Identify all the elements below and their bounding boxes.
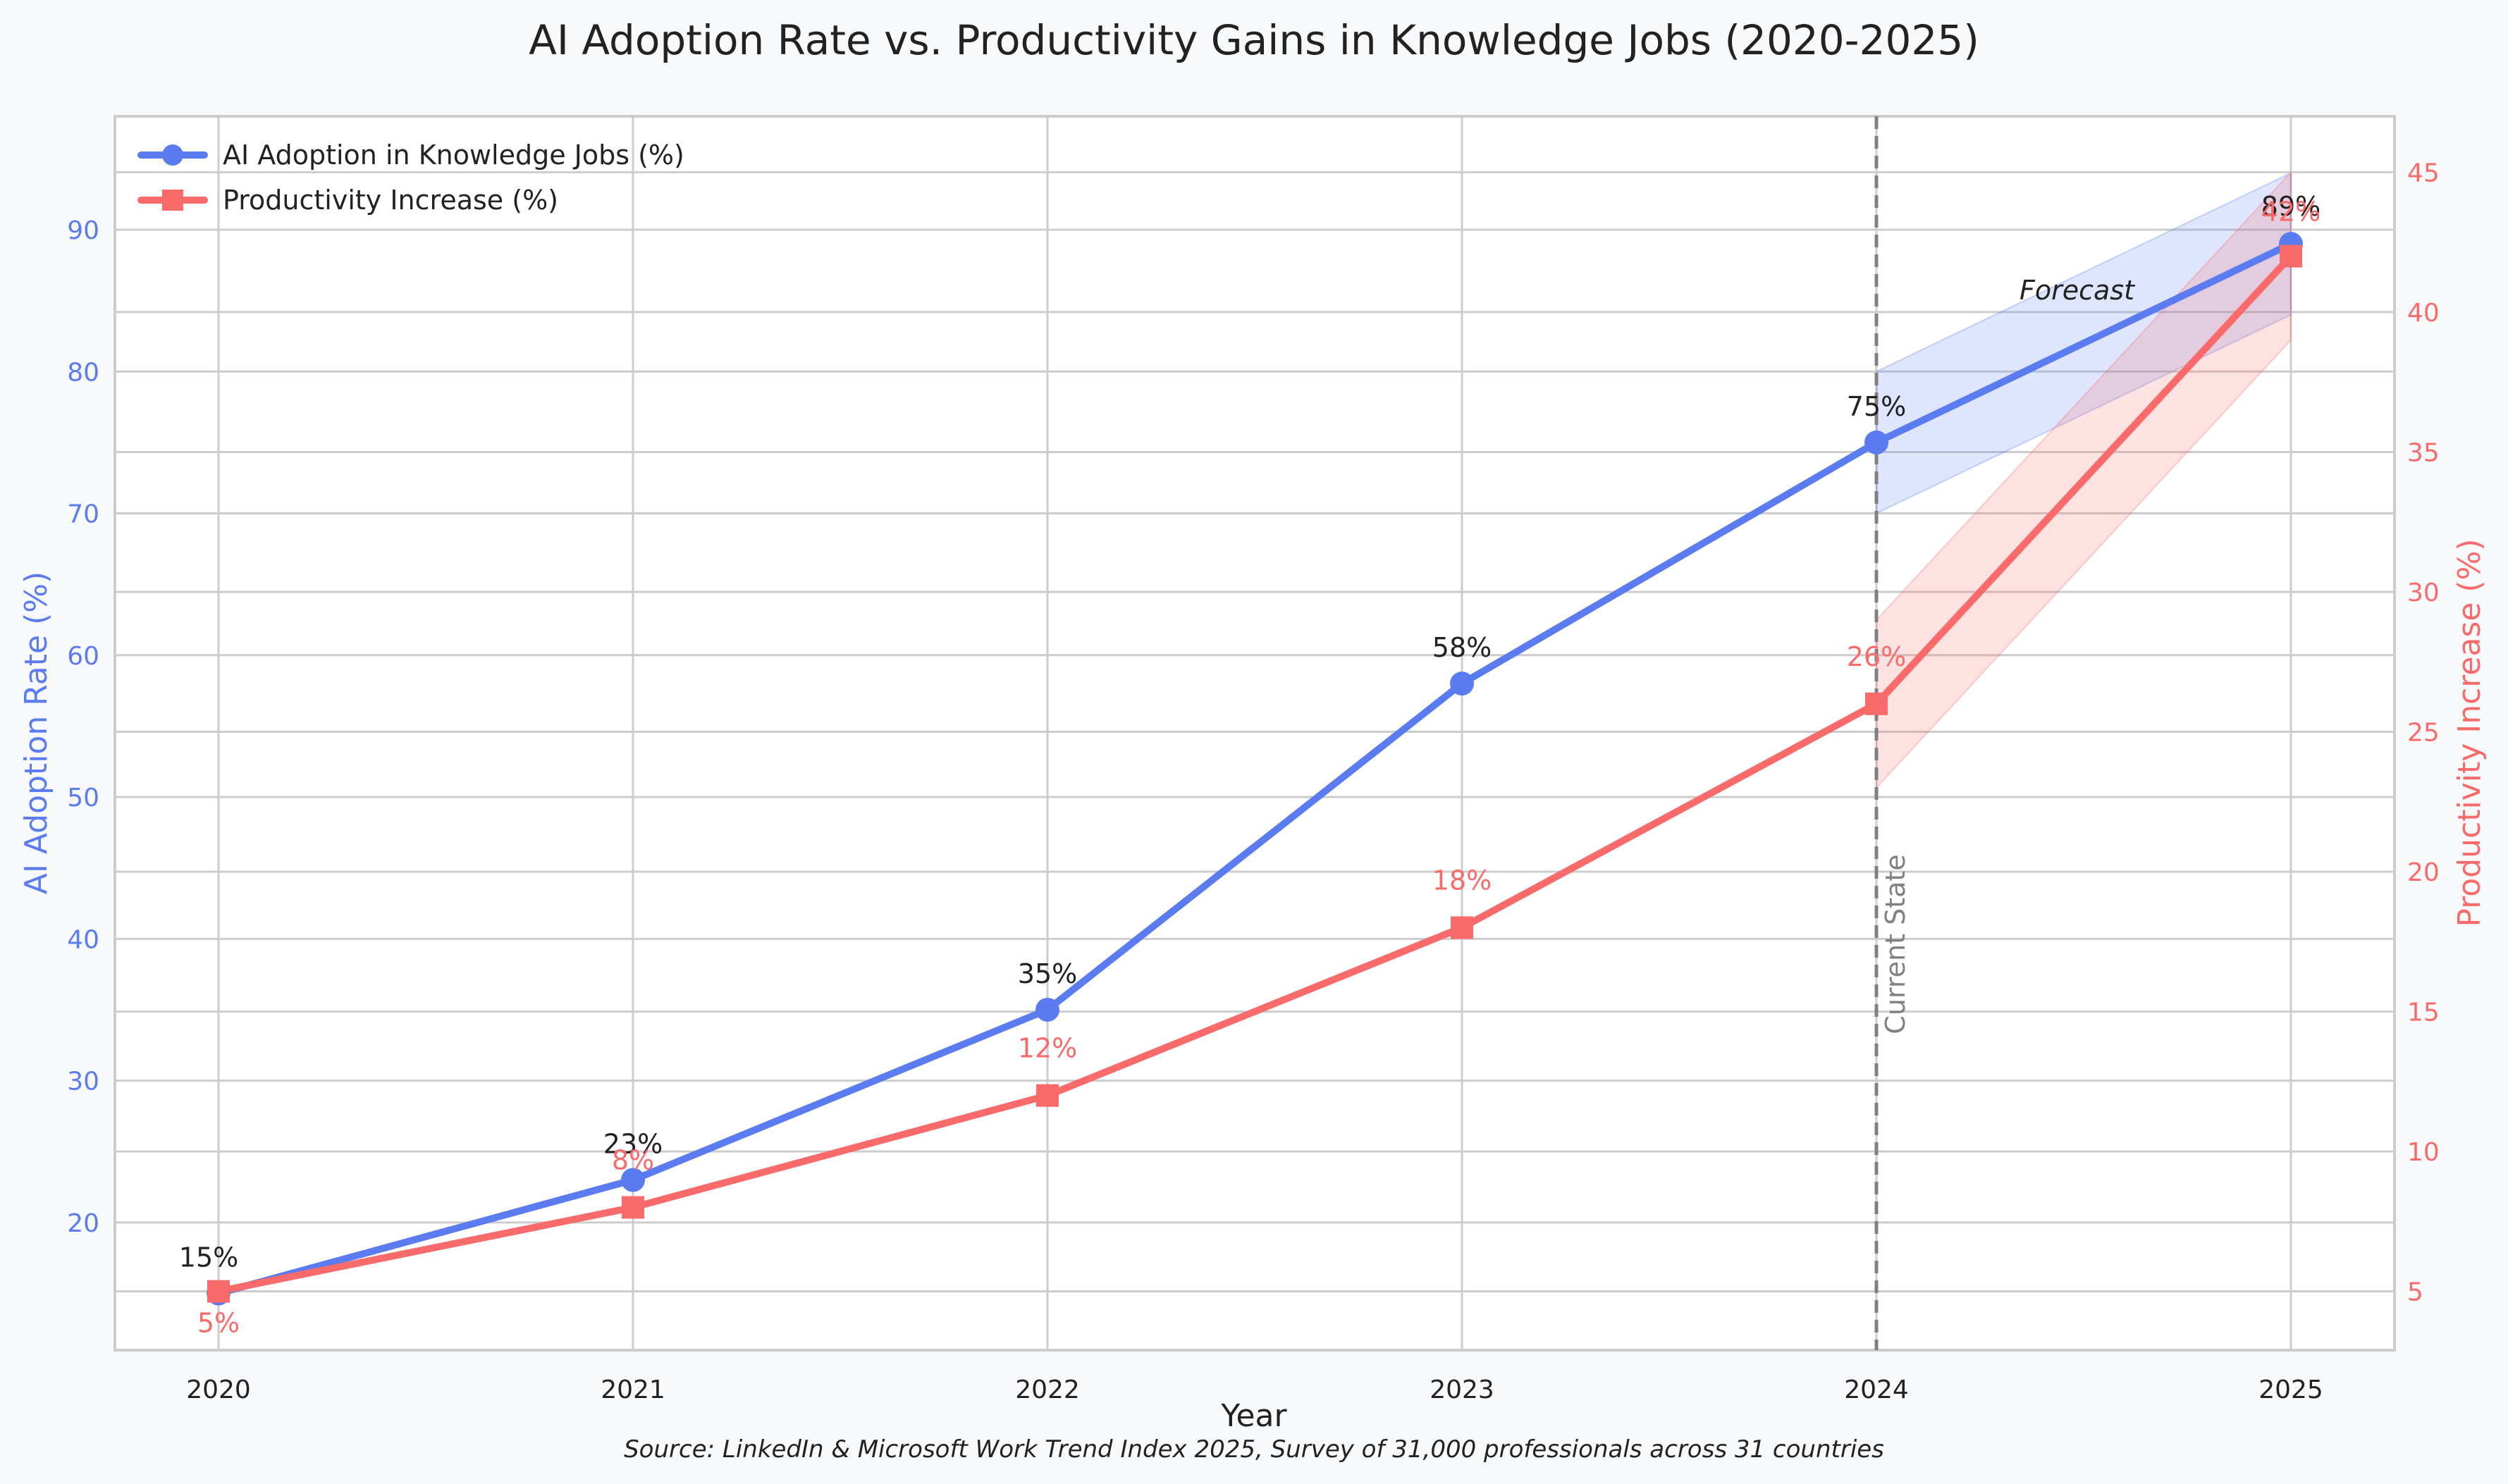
legend-label-ai-adoption: AI Adoption in Knowledge Jobs (%) <box>223 140 684 171</box>
data-label: 26% <box>1847 641 1906 672</box>
y-left-tick-label: 70 <box>67 500 99 529</box>
data-labels: 15% 23% 35% 58% 75% 89% 5% 8% 12% 18% 26% 42% <box>179 191 2320 1338</box>
legend-marker-ai-adoption <box>162 144 183 166</box>
y-left-tick-label: 30 <box>67 1068 99 1096</box>
chart-title: AI Adoption Rate vs. Productivity Gains … <box>529 16 1979 64</box>
x-tick-label: 2022 <box>1015 1375 1080 1404</box>
x-tick-label: 2025 <box>2258 1375 2323 1404</box>
x-axis-label: Year <box>1220 1398 1287 1434</box>
series-line-0 <box>215 240 2294 1297</box>
x-tick-label: 2021 <box>601 1375 665 1404</box>
y-left-tick-label: 90 <box>67 216 99 245</box>
data-label: 8% <box>612 1145 654 1176</box>
legend-marker-productivity <box>162 190 183 211</box>
y-right-tick-label: 10 <box>2407 1138 2440 1167</box>
data-label: 12% <box>1018 1033 1077 1064</box>
y-right-tick-label: 45 <box>2407 159 2440 187</box>
y-axis-right-label: Productivity Increase (%) <box>2452 538 2488 927</box>
y-left-tick-label: 20 <box>67 1209 99 1238</box>
source-note: Source: LinkedIn & Microsoft Work Trend … <box>624 1435 1884 1464</box>
legend-label-productivity: Productivity Increase (%) <box>223 185 558 216</box>
series-lines <box>215 240 2294 1297</box>
x-tick-label: 2020 <box>186 1375 251 1404</box>
data-point-marker <box>1864 430 1888 455</box>
current-state-label: Current State <box>1880 854 1911 1034</box>
y-right-tick-label: 20 <box>2407 858 2440 887</box>
axis-ticks: 2020 2021 2022 2023 2024 20252030405060708090… <box>67 159 2440 1404</box>
data-point-marker <box>1451 916 1473 939</box>
data-label: 35% <box>1018 958 1077 989</box>
data-point-marker <box>621 1168 645 1192</box>
series-line-1 <box>215 252 2294 1295</box>
y-right-tick-label: 35 <box>2407 438 2440 467</box>
x-tick-label: 2023 <box>1430 1375 1494 1404</box>
data-point-marker <box>1036 1084 1059 1107</box>
y-right-tick-label: 5 <box>2407 1278 2423 1307</box>
data-label: 75% <box>1847 391 1906 422</box>
data-label: 89% <box>2261 191 2320 222</box>
data-point-marker <box>1450 672 1474 696</box>
data-label: 23% <box>603 1128 663 1159</box>
data-point-marker <box>622 1196 644 1219</box>
y-left-tick-label: 40 <box>67 925 99 954</box>
series-markers <box>207 232 2303 1306</box>
y-right-tick-label: 40 <box>2407 299 2440 328</box>
plot-area <box>113 115 2396 1352</box>
y-left-tick-label: 50 <box>67 784 99 812</box>
data-point-marker <box>207 1280 230 1303</box>
data-label: 15% <box>179 1242 238 1273</box>
x-tick-label: 2024 <box>1844 1375 1909 1404</box>
grid <box>115 116 2395 1350</box>
data-label: 18% <box>1432 865 1492 896</box>
legend: AI Adoption in Knowledge Jobs (%) Produc… <box>137 140 684 216</box>
y-right-tick-label: 25 <box>2407 719 2440 748</box>
data-label: 58% <box>1432 632 1492 663</box>
data-point-marker <box>1865 692 1888 715</box>
y-left-tick-label: 60 <box>67 642 99 671</box>
data-point-marker <box>1035 997 1059 1022</box>
data-label: 5% <box>197 1308 240 1339</box>
data-label: 42% <box>2261 197 2320 228</box>
y-left-tick-label: 80 <box>67 358 99 387</box>
y-axis-left-label: AI Adoption Rate (%) <box>18 571 54 894</box>
data-point-marker <box>2280 245 2302 268</box>
y-right-tick-label: 30 <box>2407 579 2440 607</box>
y-right-tick-label: 15 <box>2407 998 2440 1027</box>
forecast-label: Forecast <box>2020 275 2136 306</box>
